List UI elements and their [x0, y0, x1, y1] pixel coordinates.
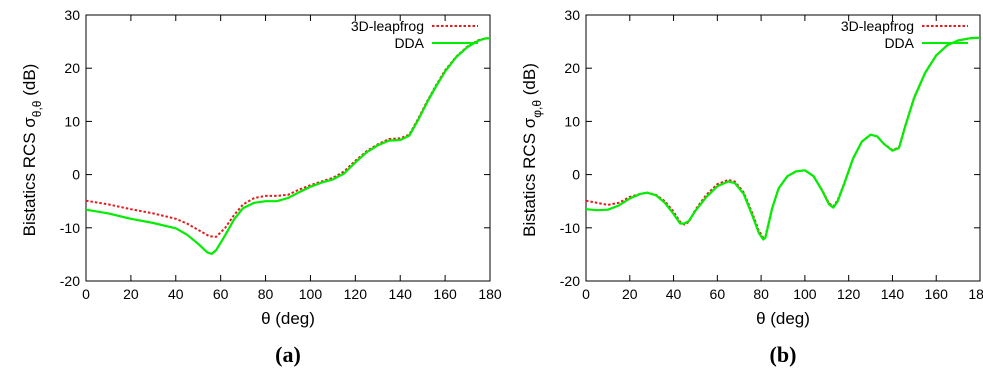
x-tick-label: 60 [710, 286, 726, 302]
x-tick-label: 100 [793, 286, 817, 302]
series-line-leapfrog [85, 37, 490, 238]
x-tick-label: 120 [344, 286, 368, 302]
plot-frame [85, 14, 491, 282]
y-tick-label: 30 [564, 7, 580, 23]
x-tick-label: 20 [123, 286, 139, 302]
y-tick-label: 0 [72, 167, 80, 183]
panel-caption: (b) [770, 342, 797, 367]
plot-frame [585, 14, 981, 282]
x-tick-label: 180 [478, 286, 502, 302]
x-tick-label: 140 [389, 286, 413, 302]
x-tick-label: 120 [837, 286, 861, 302]
x-tick-label: 100 [299, 286, 323, 302]
x-tick-label: 180 [968, 286, 983, 302]
x-axis-label: θ (deg) [756, 309, 810, 328]
x-tick-label: 0 [582, 286, 590, 302]
x-tick-label: 20 [622, 286, 638, 302]
y-axis-label-main: Bistatics RCS σ [20, 117, 39, 237]
legend-label: DDA [394, 35, 424, 51]
x-tick-label: 80 [258, 286, 274, 302]
y-tick-label: 10 [64, 113, 80, 129]
x-tick-label: 40 [666, 286, 682, 302]
y-tick-label: 20 [64, 60, 80, 76]
x-tick-label: 140 [881, 286, 905, 302]
y-tick-label: -20 [560, 273, 580, 289]
x-tick-label: 60 [213, 286, 229, 302]
series-line-leapfrog [585, 36, 980, 239]
x-tick-label: 160 [433, 286, 457, 302]
y-tick-label: 20 [564, 60, 580, 76]
legend-label: 3D-leapfrog [841, 18, 914, 34]
y-axis-label-unit: (dB) [520, 63, 539, 100]
y-axis-label-unit: (dB) [20, 64, 39, 101]
x-tick-label: 80 [753, 286, 769, 302]
series-line-dda [585, 36, 980, 241]
y-axis-label: Bistatics RCS σφ,θ (dB) [520, 63, 544, 237]
panel-caption: (a) [275, 342, 301, 367]
y-tick-label: 10 [564, 113, 580, 129]
y-tick-label: -10 [60, 220, 80, 236]
x-tick-label: 160 [925, 286, 949, 302]
series-line-dda [85, 37, 490, 255]
x-tick-label: 40 [168, 286, 184, 302]
y-axis-label-main: Bistatics RCS σ [520, 117, 539, 237]
y-tick-label: -10 [560, 220, 580, 236]
legend-label: DDA [884, 35, 914, 51]
x-tick-label: 0 [82, 286, 90, 302]
chart-panel-a: 0 20 40 60 80 100 120 140 160 180 -20 -10 0 10 20 30 3D-… [20, 7, 502, 367]
y-tick-label: 0 [572, 167, 580, 183]
y-tick-label: 30 [64, 7, 80, 23]
chart-panel-b: 0 20 40 60 80 100 120 140 160 180 -20 -10 0 10 20 30 3D-… [520, 7, 983, 367]
x-axis-label: θ (deg) [261, 309, 315, 328]
y-axis-label: Bistatics RCS σθ,θ (dB) [20, 64, 44, 237]
y-axis-label-subscript: φ,θ [530, 100, 544, 118]
y-axis-label-subscript: θ,θ [30, 100, 44, 117]
legend-label: 3D-leapfrog [351, 18, 424, 34]
y-tick-label: -20 [60, 273, 80, 289]
